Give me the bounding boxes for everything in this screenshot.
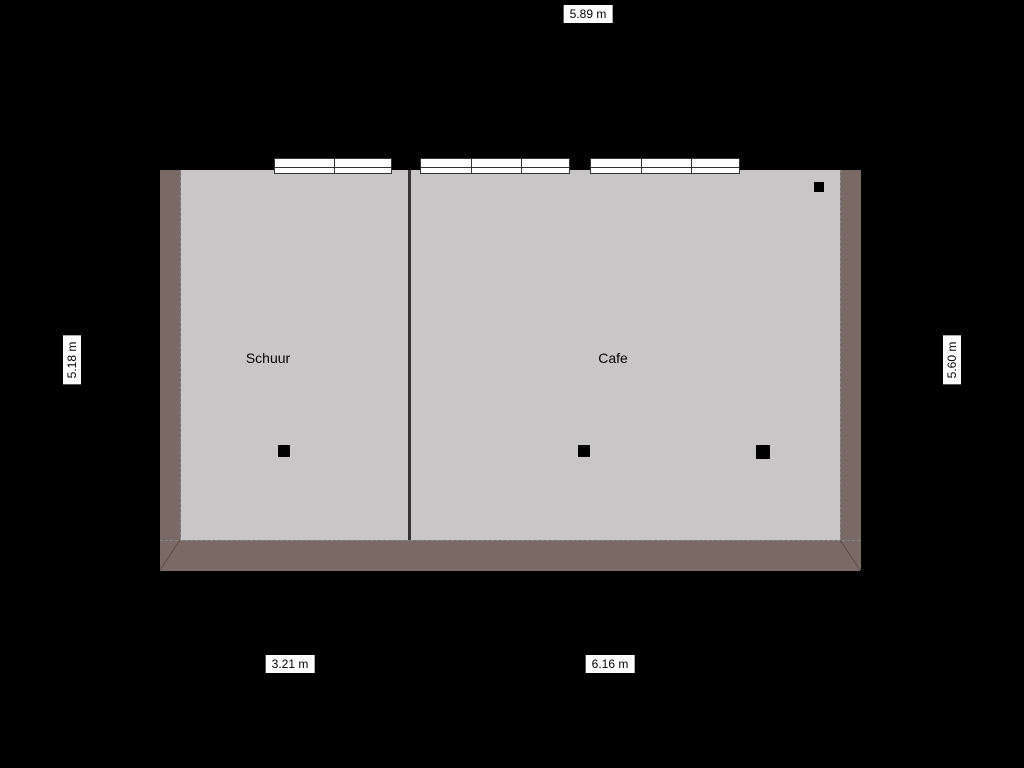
dimension-bottom-left: 3.21 m bbox=[266, 655, 315, 673]
dimension-right: 5.60 m bbox=[943, 336, 961, 385]
window-unit bbox=[274, 158, 392, 174]
column-marker bbox=[578, 445, 590, 457]
dimension-bottom-right: 6.16 m bbox=[586, 655, 635, 673]
dimension-top: 5.89 m bbox=[564, 5, 613, 23]
interior-divider-wall bbox=[408, 170, 411, 540]
dimension-left: 5.18 m bbox=[63, 336, 81, 385]
building-outline bbox=[160, 170, 860, 570]
column-marker bbox=[278, 445, 290, 457]
floorplan-stage: Schuur Cafe 5.89 m 5.18 m 5.60 m 3.21 m … bbox=[0, 0, 1024, 768]
wall-miters bbox=[160, 170, 860, 570]
column-marker bbox=[814, 182, 824, 192]
column-marker bbox=[756, 445, 770, 459]
room-label-cafe: Cafe bbox=[598, 350, 628, 366]
room-label-schuur: Schuur bbox=[246, 350, 290, 366]
window-unit bbox=[590, 158, 740, 174]
window-unit bbox=[420, 158, 570, 174]
